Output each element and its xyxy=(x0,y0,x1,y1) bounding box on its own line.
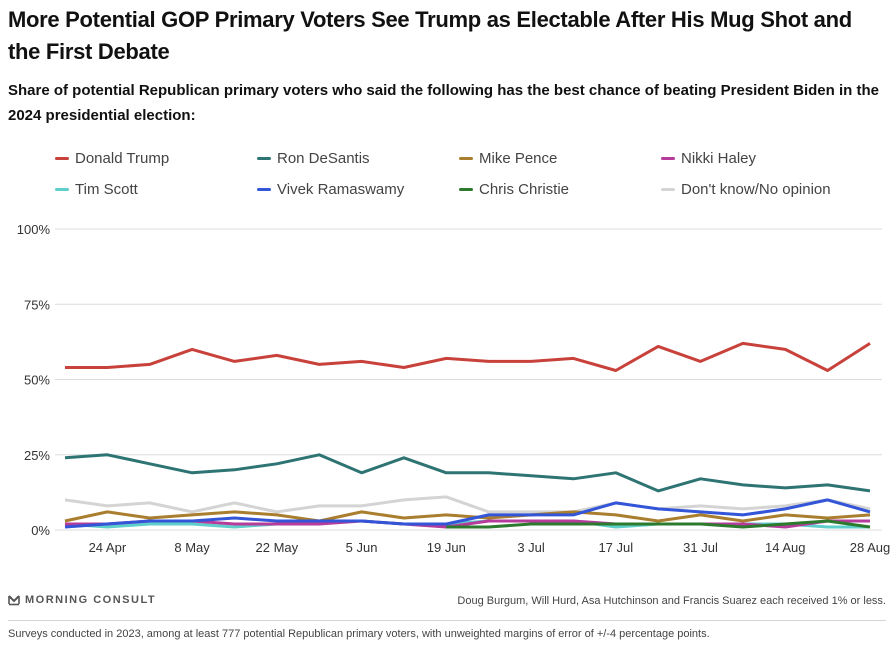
series-line-mike-pence[interactable] xyxy=(64,510,871,523)
legend-swatch xyxy=(55,157,69,160)
series-line-vivek-ramaswamy[interactable] xyxy=(64,498,871,529)
legend-item-dont-know[interactable]: Don't know/No opinion xyxy=(661,181,831,198)
legend-item-ramaswamy[interactable]: Vivek Ramaswamy xyxy=(257,181,404,198)
morning-consult-logo: MORNING CONSULT xyxy=(8,594,156,606)
legend-swatch xyxy=(459,188,473,191)
footer-divider xyxy=(8,620,886,621)
series-line-ron-desantis[interactable] xyxy=(64,453,871,493)
y-axis-ticks: 0% 25% 50% 75% 100% xyxy=(17,222,51,538)
y-tick-label: 0% xyxy=(31,523,50,538)
x-tick-label: 8 May xyxy=(174,540,210,555)
x-tick-label: 14 Aug xyxy=(765,540,806,555)
y-tick-label: 25% xyxy=(24,448,50,463)
gridlines xyxy=(55,228,882,531)
legend-swatch xyxy=(661,157,675,160)
legend-swatch xyxy=(257,157,271,160)
y-tick-label: 75% xyxy=(24,297,50,312)
legend-label: Nikki Haley xyxy=(681,150,757,167)
legend-item-desantis[interactable]: Ron DeSantis xyxy=(257,150,370,167)
series-line-chris-christie[interactable] xyxy=(446,519,871,529)
legend-label: Vivek Ramaswamy xyxy=(277,181,405,198)
legend-item-pence[interactable]: Mike Pence xyxy=(459,150,557,167)
x-axis-ticks: 24 Apr 8 May 22 May 5 Jun 19 Jun 3 Jul 17 Jul 3… xyxy=(89,540,891,555)
series-lines xyxy=(64,341,871,529)
line-chart: 0% 25% 50% 75% 100% 24 Apr 8 May 22 May 5 Jun 19… xyxy=(17,222,891,555)
footnote: Doug Burgum, Will Hurd, Asa Hutchinson a… xyxy=(457,595,886,607)
x-tick-label: 19 Jun xyxy=(427,540,466,555)
legend-label: Chris Christie xyxy=(479,181,570,198)
legend-item-scott[interactable]: Tim Scott xyxy=(55,181,138,198)
methodology-note: Surveys conducted in 2023, among at leas… xyxy=(8,628,710,640)
legend-label: Tim Scott xyxy=(75,181,138,198)
y-tick-label: 50% xyxy=(24,373,50,388)
x-tick-label: 22 May xyxy=(256,540,299,555)
x-tick-label: 24 Apr xyxy=(89,540,127,555)
x-tick-label: 28 Aug xyxy=(850,540,891,555)
legend: Donald Trump Ron DeSantis Mike Pence Nik… xyxy=(55,150,894,210)
legend-label: Mike Pence xyxy=(479,150,558,167)
legend-item-trump[interactable]: Donald Trump xyxy=(55,150,169,167)
legend-label: Ron DeSantis xyxy=(277,150,370,167)
morning-consult-logo-icon xyxy=(8,594,20,605)
legend-swatch xyxy=(459,157,473,160)
series-line-don-t-know-no-opinion[interactable] xyxy=(64,495,871,514)
y-tick-label: 100% xyxy=(17,222,51,237)
legend-label: Don't know/No opinion xyxy=(681,181,831,198)
brand-name: MORNING CONSULT xyxy=(25,594,157,606)
chart-title: More Potential GOP Primary Voters See Tr… xyxy=(8,7,852,64)
legend-swatch xyxy=(55,188,69,191)
x-tick-label: 5 Jun xyxy=(346,540,378,555)
legend-label: Donald Trump xyxy=(75,150,170,167)
series-line-donald-trump[interactable] xyxy=(65,341,871,372)
legend-swatch xyxy=(661,188,675,191)
x-tick-label: 31 Jul xyxy=(683,540,718,555)
x-tick-label: 17 Jul xyxy=(598,540,633,555)
legend-item-christie[interactable]: Chris Christie xyxy=(459,181,569,198)
x-tick-label: 3 Jul xyxy=(517,540,545,555)
legend-item-haley[interactable]: Nikki Haley xyxy=(661,150,756,167)
chart-subtitle: Share of potential Republican primary vo… xyxy=(8,82,879,124)
legend-swatch xyxy=(257,188,271,191)
